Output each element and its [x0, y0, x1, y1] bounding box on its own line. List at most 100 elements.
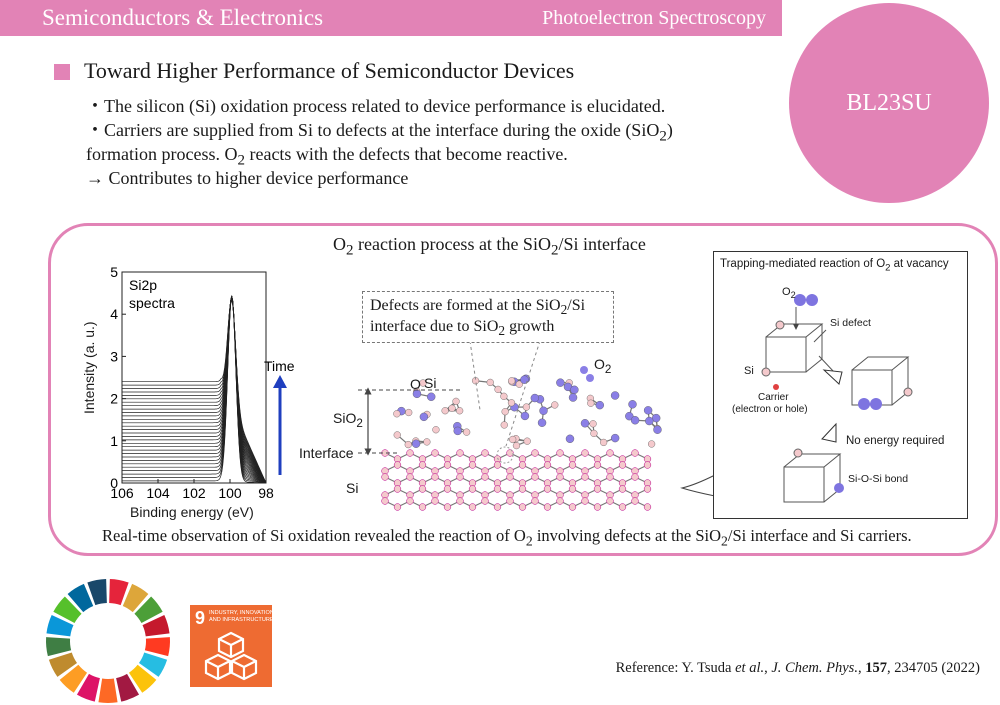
si-atom — [432, 498, 439, 505]
defect-atom — [776, 321, 784, 329]
si-atom — [457, 498, 464, 505]
o-atom — [569, 394, 577, 402]
si-atom — [532, 450, 539, 457]
si-atom — [382, 498, 389, 505]
si-atom — [457, 474, 464, 481]
reference: Reference: Y. Tsuda et al., J. Chem. Phy… — [616, 660, 980, 677]
si-atom — [590, 420, 597, 427]
o-atom — [531, 394, 539, 402]
si-atom — [587, 400, 594, 407]
o-atom — [556, 379, 564, 387]
si-atom — [494, 462, 501, 469]
si-atom — [507, 498, 514, 505]
si-atom — [444, 462, 451, 469]
sdg-9-icon: 9 INDUSTRY, INNOVATION AND INFRASTRUCTUR… — [190, 605, 272, 687]
si-atom — [502, 408, 509, 415]
inset-box: Trapping-mediated reaction of O2 at vaca… — [713, 251, 968, 519]
si-atom — [469, 504, 476, 511]
si-atom — [444, 486, 451, 493]
si-atom — [507, 450, 514, 457]
callout-pointer — [470, 341, 480, 410]
sdg-wheel-icon — [44, 577, 172, 705]
si-atom — [594, 486, 601, 493]
si-atom — [594, 462, 601, 469]
si-atom — [544, 486, 551, 493]
label-interface: Interface — [299, 445, 353, 461]
sdg-number: 9 — [195, 608, 205, 629]
o-atom — [596, 401, 604, 409]
o-atom — [454, 427, 462, 435]
o2-atom-4 — [870, 398, 882, 410]
si-atom — [501, 422, 508, 429]
si-atom — [407, 498, 414, 505]
si-atom — [453, 398, 460, 405]
si-atom — [619, 462, 626, 469]
o-atom — [629, 400, 637, 408]
si-atom — [507, 474, 514, 481]
si-atom — [495, 386, 502, 393]
si-atom — [419, 504, 426, 511]
si-atom — [544, 462, 551, 469]
si-atom — [482, 498, 489, 505]
si-atom — [644, 486, 651, 493]
o-bonded-atom — [834, 483, 844, 493]
o2-molecule-atom — [586, 374, 594, 382]
sdg-segment — [46, 637, 71, 656]
si-atom — [594, 504, 601, 511]
si-atom — [407, 450, 414, 457]
si-atom — [433, 426, 440, 433]
process-arrow-1 — [824, 370, 842, 384]
si-atom — [557, 450, 564, 457]
si-atom — [607, 498, 614, 505]
si-atom — [607, 450, 614, 457]
o-atom — [631, 416, 639, 424]
si-atom — [382, 474, 389, 481]
si-atom — [449, 405, 456, 412]
sdg-label-1: INDUSTRY, INNOVATION — [209, 610, 274, 616]
si-atom-c — [794, 449, 802, 457]
si-atom — [632, 474, 639, 481]
o-atom — [427, 393, 435, 401]
o-atom — [645, 417, 653, 425]
si-atom — [557, 474, 564, 481]
o-atom — [611, 392, 619, 400]
o-atom — [538, 419, 546, 427]
si-atom — [482, 474, 489, 481]
si-atom — [469, 462, 476, 469]
label-o: O — [410, 376, 421, 392]
si-atom — [442, 407, 449, 414]
o-atom — [644, 406, 652, 414]
si-atom — [600, 439, 607, 446]
si-atom — [393, 410, 400, 417]
inset-no-energy: No energy required — [846, 435, 944, 447]
o-atom — [412, 440, 420, 448]
inset-carrier-1: Carrier — [758, 392, 789, 403]
si-atom — [591, 430, 598, 437]
si-atom — [407, 474, 414, 481]
cubes-icon — [202, 630, 260, 682]
si-atom — [423, 439, 430, 446]
si-atom — [619, 486, 626, 493]
si-atom — [394, 504, 401, 511]
si-atom — [432, 450, 439, 457]
si-atom-b — [904, 388, 912, 396]
si-atom — [607, 474, 614, 481]
si-atom — [508, 377, 515, 384]
label-sio2: SiO2 — [333, 410, 363, 430]
o2-molecule-atom — [580, 366, 588, 374]
si-atom — [532, 498, 539, 505]
si-atom — [648, 441, 655, 448]
si-atom — [557, 498, 564, 505]
si-atom — [482, 450, 489, 457]
si-atom — [394, 462, 401, 469]
inset-carrier-2: (electron or hole) — [732, 404, 808, 415]
si-atom — [494, 504, 501, 511]
si-atom — [500, 393, 507, 400]
si-atom — [419, 462, 426, 469]
o-atom — [521, 412, 529, 420]
si-atom — [463, 429, 470, 436]
o-atom — [653, 426, 661, 434]
sdg-segment — [145, 637, 170, 656]
label-si: Si — [424, 375, 436, 391]
o-atom — [520, 376, 528, 384]
